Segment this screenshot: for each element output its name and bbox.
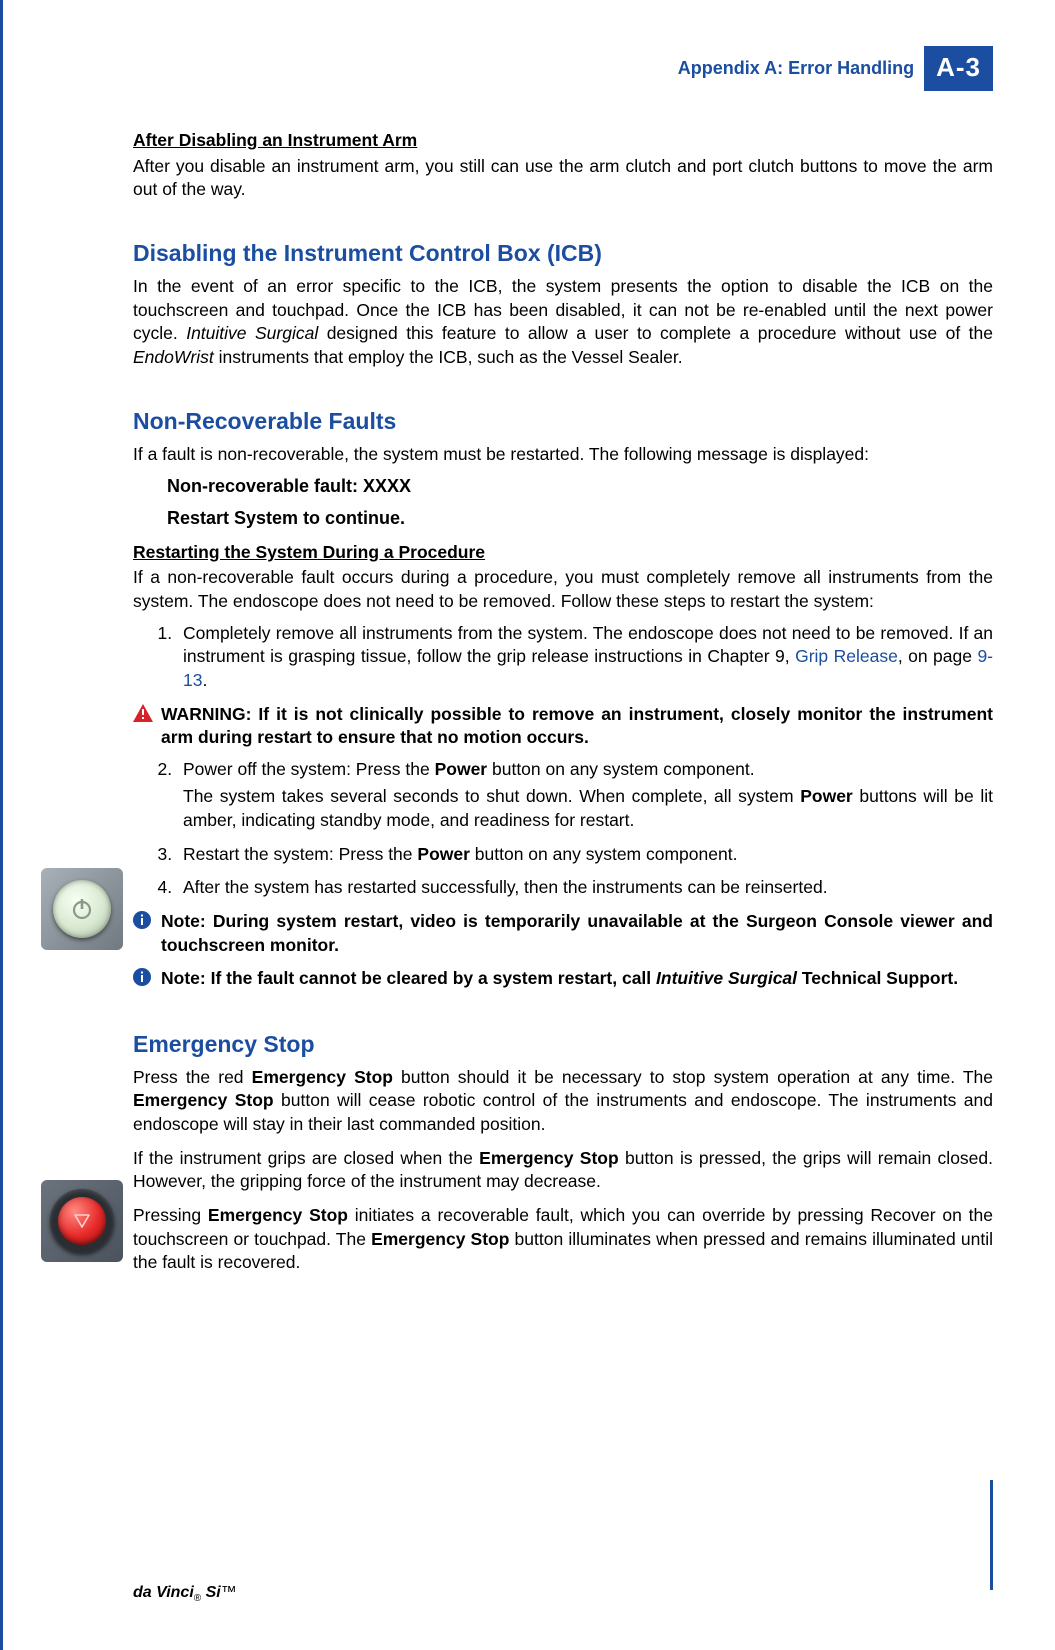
warning-callout: WARNING: If it is not clinically possibl… (133, 703, 993, 750)
subheading-after-disabling: After Disabling an Instrument Arm (133, 129, 993, 153)
italic-product: EndoWrist (133, 347, 214, 367)
power-button-face (41, 868, 123, 950)
page-footer: da Vinci® Si™ (133, 1582, 237, 1606)
text: Technical Support. (797, 968, 958, 988)
note-callout-1: Note: During system restart, video is te… (133, 910, 993, 957)
estop-button-red (58, 1197, 106, 1245)
list-item: Completely remove all instruments from t… (177, 622, 993, 693)
text: , on page (898, 646, 978, 666)
note-text: Note: If the fault cannot be cleared by … (161, 967, 958, 991)
estop-button-ring (50, 1189, 114, 1253)
para-nonrecoverable-intro: If a fault is non-recoverable, the syste… (133, 443, 993, 467)
bold-estop: Emergency Stop (252, 1067, 393, 1087)
text: button on any system component. (487, 759, 755, 779)
appendix-label: Appendix A: Error Handling (678, 56, 914, 80)
para-icb: In the event of an error specific to the… (133, 275, 993, 370)
bold-power: Power (435, 759, 488, 779)
text: designed this feature to allow a user to… (318, 323, 993, 343)
warning-prefix: WARNING: (161, 704, 258, 724)
page-number-badge: A-3 (924, 46, 993, 91)
list-item: After the system has restarted successfu… (177, 876, 993, 900)
info-icon (133, 968, 155, 993)
power-icon (69, 896, 95, 922)
power-button-thumbnail (41, 868, 123, 950)
text: button on any system component. (470, 844, 738, 864)
para-estop-2: If the instrument grips are closed when … (133, 1147, 993, 1194)
step-subtext: The system takes several seconds to shut… (183, 785, 993, 832)
text: instruments that employ the ICB, such as… (214, 347, 683, 367)
text: Power off the system: Press the (183, 759, 435, 779)
heading-estop: Emergency Stop (133, 1029, 993, 1060)
link-grip-release[interactable]: Grip Release (795, 646, 898, 666)
info-icon (133, 911, 155, 936)
restart-steps-cont: Power off the system: Press the Power bu… (177, 758, 993, 900)
text: . (202, 670, 207, 690)
bold-estop: Emergency Stop (371, 1229, 509, 1249)
fault-message-line2: Restart System to continue. (167, 506, 993, 530)
warning-text: WARNING: If it is not clinically possibl… (161, 703, 993, 750)
italic-brand: Intuitive Surgical (656, 968, 797, 988)
restart-steps: Completely remove all instruments from t… (177, 622, 993, 693)
bold-estop: Emergency Stop (133, 1090, 274, 1110)
para-restart-intro: If a non-recoverable fault occurs during… (133, 566, 993, 613)
decor-rule-bottom (990, 1480, 993, 1590)
warning-icon (133, 704, 155, 729)
power-button-ring (53, 880, 111, 938)
italic-brand: Intuitive Surgical (186, 323, 318, 343)
text: The system takes several seconds to shut… (183, 786, 800, 806)
heading-nonrecoverable: Non-Recoverable Faults (133, 406, 993, 437)
text: Restart the system: Press the (183, 844, 417, 864)
list-item: Power off the system: Press the Power bu… (177, 758, 993, 833)
note-callout-2: Note: If the fault cannot be cleared by … (133, 967, 993, 993)
estop-button-thumbnail (41, 1180, 123, 1262)
note-text: Note: During system restart, video is te… (161, 910, 993, 957)
bold-estop: Emergency Stop (479, 1148, 619, 1168)
para-estop-1: Press the red Emergency Stop button shou… (133, 1066, 993, 1137)
page: Appendix A: Error Handling A-3 After Dis… (0, 0, 1055, 1650)
warning-body: If it is not clinically possible to remo… (161, 704, 993, 748)
subheading-restarting: Restarting the System During a Procedure (133, 541, 993, 565)
para-after-disabling: After you disable an instrument arm, you… (133, 155, 993, 202)
fault-message-line1: Non-recoverable fault: XXXX (167, 474, 993, 498)
footer-model: Si (201, 1584, 221, 1601)
bold-power: Power (417, 844, 470, 864)
text: If the instrument grips are closed when … (133, 1148, 479, 1168)
text: button should it be necessary to stop sy… (393, 1067, 993, 1087)
bold-estop: Emergency Stop (208, 1205, 348, 1225)
footer-brand: da Vinci (133, 1584, 194, 1601)
text: Note: If the fault cannot be cleared by … (161, 968, 656, 988)
heading-icb: Disabling the Instrument Control Box (IC… (133, 238, 993, 269)
page-header: Appendix A: Error Handling A-3 (3, 46, 993, 91)
text: Press the red (133, 1067, 252, 1087)
page-content: After Disabling an Instrument Arm After … (3, 129, 993, 1275)
text: Pressing (133, 1205, 208, 1225)
para-estop-3: Pressing Emergency Stop initiates a reco… (133, 1204, 993, 1275)
list-item: Restart the system: Press the Power butt… (177, 843, 993, 867)
decor-rule-top (990, 46, 993, 80)
estop-button-face (41, 1180, 123, 1262)
trademark: ™ (221, 1584, 237, 1601)
estop-triangle-icon (72, 1211, 92, 1231)
bold-power: Power (800, 786, 853, 806)
